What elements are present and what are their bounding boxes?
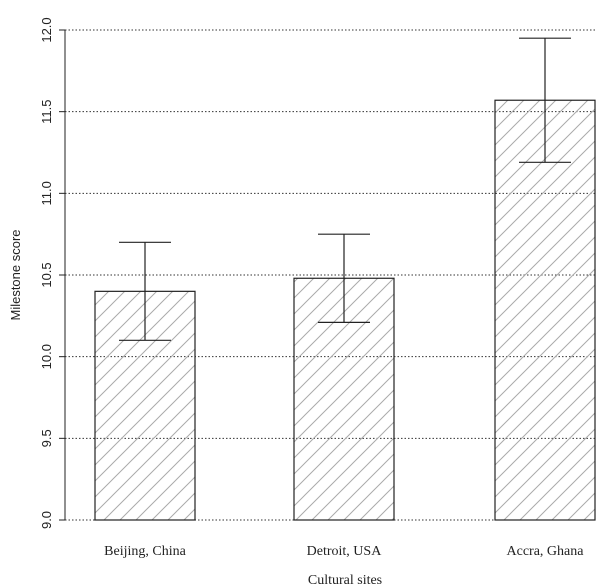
error-bars [119,37,571,341]
bar [494,99,596,521]
x-tick-label: Detroit, USA [307,544,383,559]
x-tick-label: Accra, Ghana [507,544,585,559]
y-tick-label: 11.0 [39,181,54,205]
y-tick-label: 9.5 [39,429,54,447]
y-tick-label: 9.0 [39,511,54,529]
y-tick-label: 10.0 [39,344,54,369]
y-axis-title: Milestone score [8,229,23,320]
x-axis-title: Cultural sites [308,573,382,588]
y-tick-label: 12.0 [39,17,54,42]
y-tick-label: 11.5 [39,99,54,123]
y-tick-label: 10.5 [39,262,54,287]
x-tick-labels: Beijing, China Detroit, USA Accra, Ghana [104,544,584,559]
y-axis: 9.0 9.5 10.0 10.5 11.0 11.5 12.0 [39,17,66,529]
x-tick-label: Beijing, China [104,544,186,559]
bars [94,99,596,521]
